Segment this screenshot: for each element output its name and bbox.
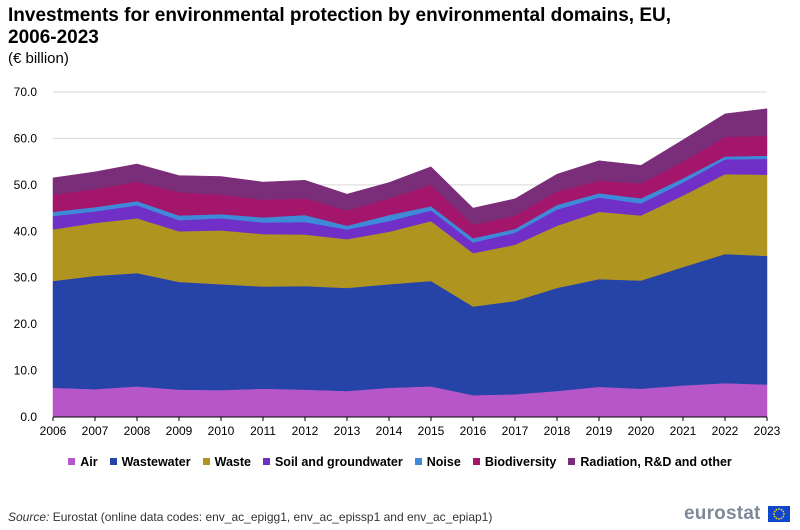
y-tick-label: 70.0 <box>14 85 38 99</box>
axes: 0.0 10.0 20.0 30.0 40.0 50.0 60.0 70.0 2006 2007 2… <box>14 85 781 438</box>
x-tick-label: 2017 <box>502 424 529 438</box>
y-tick-label: 0.0 <box>20 410 37 424</box>
x-tick-label: 2012 <box>292 424 319 438</box>
legend-swatch <box>109 458 117 466</box>
x-tick-label: 2011 <box>250 424 276 438</box>
y-tick-label: 20.0 <box>14 317 38 331</box>
legend-swatch <box>202 458 210 466</box>
x-tick-label: 2013 <box>334 424 361 438</box>
legend-label: Radiation, R&D and other <box>580 455 732 469</box>
x-tick-label: 2015 <box>418 424 445 438</box>
y-tick-label: 10.0 <box>14 364 38 378</box>
source-label: Source: <box>8 510 50 524</box>
source-note: Source: Eurostat (online data codes: env… <box>8 510 492 524</box>
legend-swatch <box>68 458 76 466</box>
x-tick-label: 2022 <box>712 424 739 438</box>
y-tick-label: 40.0 <box>14 224 38 238</box>
x-tick-label: 2009 <box>166 424 193 438</box>
legend-swatch <box>568 458 576 466</box>
y-tick-label: 50.0 <box>14 178 38 192</box>
legend-item: Wastewater <box>109 455 191 469</box>
legend-item: Air <box>68 455 98 469</box>
legend-item: Biodiversity <box>472 455 557 469</box>
eurostat-logo: eurostat <box>684 503 761 524</box>
legend-item: Noise <box>414 455 461 469</box>
chart-legend: Air Wastewater Waste Soil and groundwater No… <box>0 455 800 469</box>
legend-label: Soil and groundwater <box>274 455 403 469</box>
legend-item: Radiation, R&D and other <box>568 455 732 469</box>
area-chart: 0.0 10.0 20.0 30.0 40.0 50.0 60.0 70.0 2006 2007 2… <box>14 85 781 438</box>
legend-label: Air <box>80 455 98 469</box>
x-tick-label: 2007 <box>82 424 109 438</box>
y-tick-label: 30.0 <box>14 271 38 285</box>
x-tick-label: 2021 <box>670 424 697 438</box>
x-tick-label: 2014 <box>376 424 403 438</box>
source-text: Eurostat (online data codes: env_ac_epig… <box>52 510 493 524</box>
legend-label: Noise <box>426 455 461 469</box>
x-tick-label: 2008 <box>124 424 151 438</box>
x-tick-label: 2023 <box>754 424 781 438</box>
legend-swatch <box>414 458 422 466</box>
area-radiation-r-d-and-other <box>52 108 768 226</box>
x-tick-label: 2016 <box>460 424 487 438</box>
stacked-areas <box>52 108 768 418</box>
chart-title: Investments for environmental protection… <box>8 5 672 48</box>
x-tick-label: 2010 <box>208 424 235 438</box>
legend-label: Biodiversity <box>484 455 557 469</box>
x-tick-label: 2018 <box>544 424 571 438</box>
x-tick-label: 2019 <box>586 424 613 438</box>
x-tick-label: 2020 <box>628 424 655 438</box>
legend-swatch <box>472 458 480 466</box>
x-tick-label: 2006 <box>40 424 67 438</box>
y-tick-label: 60.0 <box>14 131 38 145</box>
legend-swatch <box>262 458 270 466</box>
legend-label: Wastewater <box>121 455 191 469</box>
legend-item: Waste <box>202 455 251 469</box>
legend-item: Soil and groundwater <box>262 455 403 469</box>
legend-label: Waste <box>214 455 251 469</box>
chart-subtitle: (€ billion) <box>8 50 69 67</box>
eu-flag-icon <box>768 506 790 522</box>
